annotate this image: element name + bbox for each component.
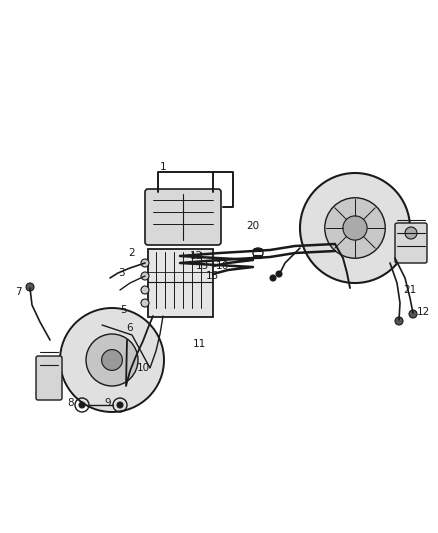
Text: 6: 6 [126, 323, 133, 333]
Circle shape [395, 317, 403, 325]
Text: 2: 2 [128, 248, 134, 258]
Circle shape [141, 299, 149, 307]
Text: 21: 21 [403, 285, 416, 295]
FancyBboxPatch shape [36, 356, 62, 400]
Text: 11: 11 [193, 339, 206, 349]
Circle shape [86, 334, 138, 386]
Text: 9: 9 [104, 398, 111, 408]
Circle shape [409, 310, 417, 318]
FancyBboxPatch shape [145, 189, 221, 245]
Circle shape [60, 308, 164, 412]
Text: 12: 12 [190, 251, 203, 261]
Circle shape [300, 173, 410, 283]
Circle shape [343, 216, 367, 240]
Text: 13: 13 [196, 261, 209, 271]
Text: 3: 3 [118, 268, 125, 278]
Circle shape [325, 198, 385, 259]
Circle shape [270, 275, 276, 281]
Circle shape [117, 402, 123, 408]
FancyBboxPatch shape [148, 249, 213, 317]
FancyBboxPatch shape [395, 223, 427, 263]
Circle shape [141, 286, 149, 294]
Circle shape [79, 402, 85, 408]
Text: 7: 7 [15, 287, 21, 297]
Circle shape [141, 272, 149, 280]
Text: 12: 12 [417, 307, 430, 317]
Text: 8: 8 [67, 398, 74, 408]
Circle shape [102, 350, 122, 370]
Text: 5: 5 [120, 305, 127, 315]
Circle shape [141, 259, 149, 267]
Text: 20: 20 [246, 221, 259, 231]
Text: 16: 16 [216, 261, 229, 271]
Text: 10: 10 [137, 363, 150, 373]
Circle shape [276, 271, 282, 277]
Text: 1: 1 [160, 162, 166, 172]
Circle shape [405, 227, 417, 239]
Circle shape [26, 283, 34, 291]
Text: 15: 15 [206, 271, 219, 281]
